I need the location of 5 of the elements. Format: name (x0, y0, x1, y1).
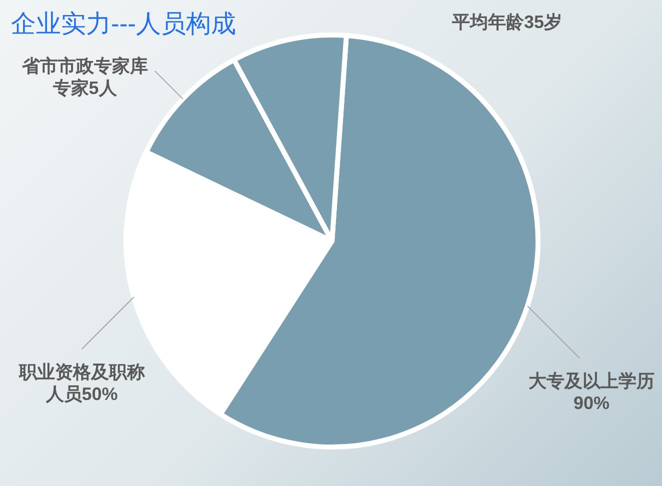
text: 平均年龄35岁 (452, 11, 562, 34)
slice-label: 职业资格及职称人员50% (18, 361, 146, 406)
chart-title: 企业实力---人员构成 (11, 9, 236, 40)
slice-label: 省市市政专家库专家5人 (20, 54, 149, 99)
slice-label: 大专及以上学历90% (527, 370, 656, 414)
